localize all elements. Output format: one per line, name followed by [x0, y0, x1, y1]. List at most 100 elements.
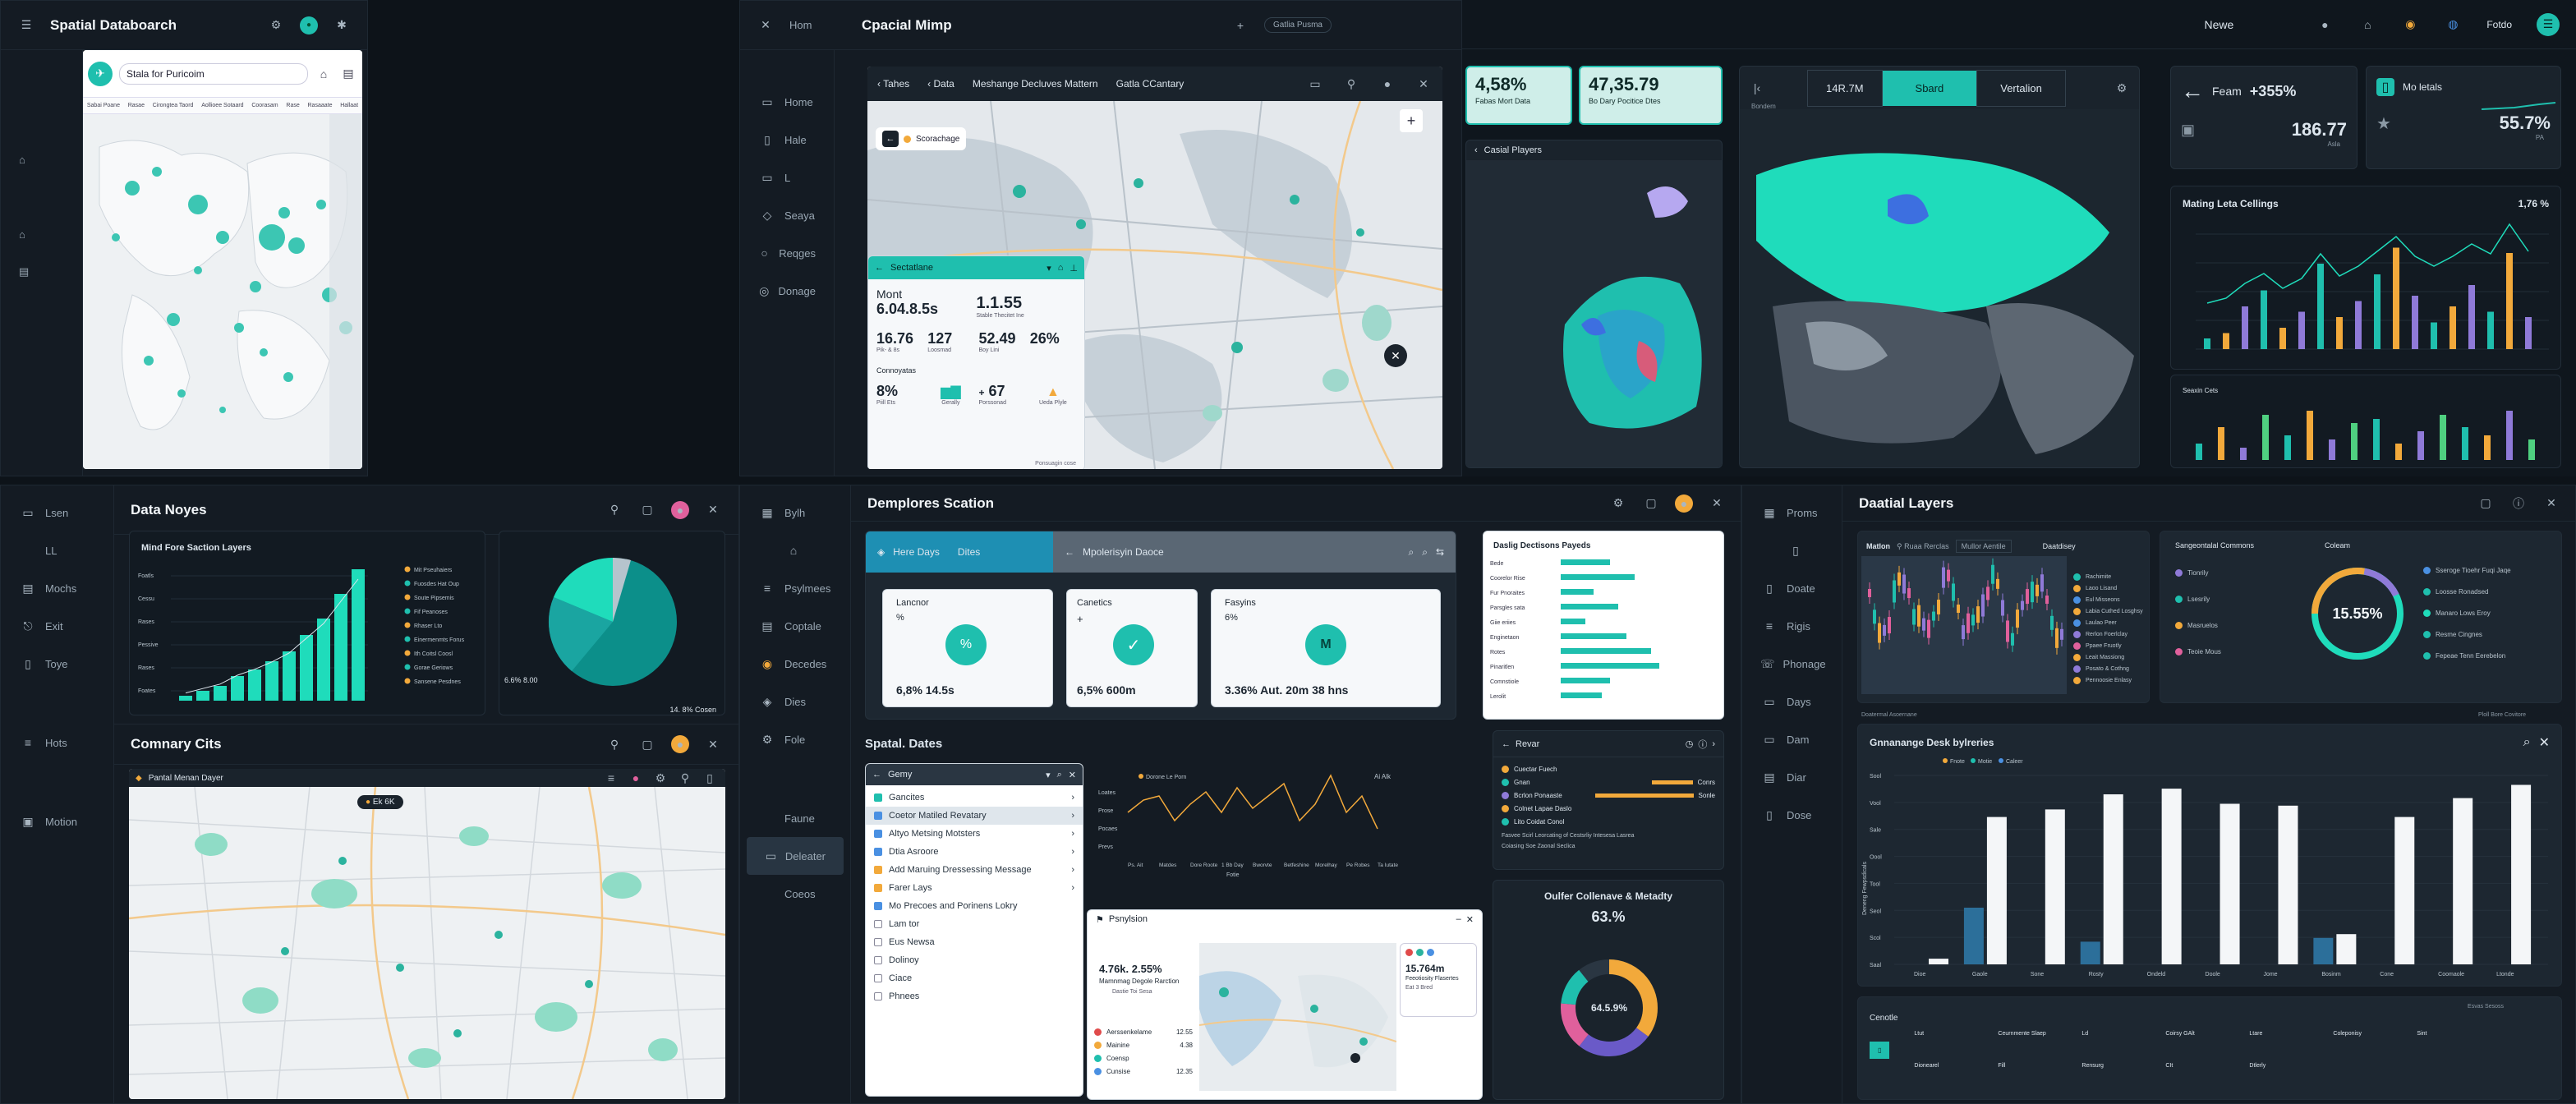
map-chip[interactable]: ● Ek 6K [357, 795, 403, 809]
zoom-in-button[interactable] [1400, 109, 1423, 132]
nav-hale[interactable]: ▯ Hale [740, 121, 834, 159]
settings-icon[interactable]: ⚙ [1612, 496, 1624, 509]
clock-icon[interactable]: ◷ [1685, 739, 1694, 749]
nav-home[interactable]: ▭ Home [740, 83, 834, 121]
user-icon[interactable]: ● [2321, 17, 2329, 31]
search-icon[interactable]: ⌕ [2523, 735, 2531, 749]
menu-item[interactable]: Farer Lays › [866, 879, 1083, 897]
nav-doate[interactable]: ▯ Doate [1742, 569, 1842, 607]
tab-here-days[interactable]: ◈ Here Days Dites [866, 531, 1053, 573]
chevron-right-icon[interactable]: › [1712, 738, 1715, 749]
switch-icon[interactable]: ⇆ [1435, 546, 1444, 558]
nav-diar[interactable]: ▤ Diar [1742, 758, 1842, 796]
nav-motion[interactable]: ▣ Motion [1, 803, 113, 840]
close-circle[interactable] [1384, 344, 1407, 367]
menu-icon[interactable]: ☰ [21, 18, 32, 31]
rank-row[interactable]: Cuectar Fuech [1502, 762, 1715, 775]
tag-button[interactable]: ▯ [1870, 1041, 1890, 1059]
tag-chip[interactable]: Gatlia Pusma [1263, 17, 1332, 33]
close-icon[interactable]: ✕ [708, 737, 718, 751]
gear-icon[interactable]: ⚙ [270, 18, 282, 31]
metric-card[interactable]: Fasyins 6% M 3.36% Aut. 20m 38 hns [1211, 589, 1441, 707]
nav-rigis[interactable]: ≡ Rigis [1742, 607, 1842, 645]
menu-item[interactable]: Lam tor [866, 915, 1083, 933]
nav-dose[interactable]: ▯ Dose [1742, 796, 1842, 834]
nav-dies[interactable]: ◈ Dies [740, 683, 850, 720]
search-icon[interactable]: ⌕ [1408, 545, 1414, 558]
toggle-14r7m[interactable]: 14R.7M [1807, 69, 1883, 107]
menu-item[interactable]: Dolinoy [866, 951, 1083, 969]
nav-donage[interactable]: ◎ Donage [740, 272, 834, 310]
nav-ll[interactable]: LL [1, 531, 113, 569]
filter-button[interactable]: Mullor Aentile [1955, 540, 2012, 553]
add-icon[interactable]: + [1236, 18, 1244, 32]
collapse-icon[interactable]: |‹ [1753, 81, 1761, 94]
pin-icon[interactable]: ⚲ [610, 503, 619, 516]
search-icon[interactable]: ⌕ [1422, 545, 1428, 558]
tab-measure[interactable]: Meshange Decluves Mattern [972, 78, 1098, 90]
metric-card[interactable]: Lancnor % % 6,8% 14.5s [882, 589, 1053, 707]
map-tab[interactable]: Rase [286, 103, 300, 108]
nav-mochs[interactable]: ▤ Mochs [1, 569, 113, 607]
nav-seaya[interactable]: ◇ Seaya [740, 196, 834, 234]
nav-l[interactable]: ▭ L [740, 159, 834, 196]
city-map-2[interactable]: ◆ Pantal Menan Dayer ≡ ● ⚙ ⚲ ▯ ● Ek 6K [129, 769, 725, 1099]
city-map[interactable]: ‹ Tahes ‹ Data Meshange Decluves Mattern… [867, 67, 1442, 469]
nav-decedes[interactable]: ◉ Decedes [740, 645, 850, 683]
map-tab[interactable]: Rasaaate [307, 103, 333, 108]
nav-deleater[interactable]: ▭ Deleater [747, 837, 844, 875]
menu-item[interactable]: Gancites › [866, 789, 1083, 807]
filter-button[interactable]: ⚲ Ruaa Rerclas [1897, 541, 1949, 550]
tab-mpolerisyin[interactable]: ← Mpolerisyin Daoce ⌕ ⌕ ⇆ [1053, 531, 1456, 573]
map-tab[interactable]: Rasae [127, 103, 145, 108]
menu-item[interactable]: Altyo Metsing Motsters › [866, 825, 1083, 843]
window-icon[interactable]: ▢ [1645, 496, 1657, 509]
rank-row[interactable]: Colnet Lapae Daslo [1502, 802, 1715, 815]
record-icon[interactable]: ● [632, 771, 640, 784]
back-icon[interactable]: ← [1502, 738, 1511, 749]
close-icon[interactable]: ✕ [1712, 496, 1722, 509]
home-icon[interactable]: ⌂ [320, 67, 328, 80]
nav-blank[interactable]: ⌂ [740, 531, 850, 569]
nav-phonage[interactable]: ☏ Phonage [1742, 645, 1842, 683]
map-tab[interactable]: Aollioee Sotaard [201, 103, 244, 108]
nav-fole[interactable]: ⚙ Fole [740, 720, 850, 758]
menu-item[interactable]: Mo Precoes and Porinens Lokry [866, 897, 1083, 915]
window-icon[interactable]: ▢ [642, 503, 653, 516]
nav-coeos[interactable]: Coeos [740, 875, 850, 913]
scorachage-chip[interactable]: ← Scorachage [876, 127, 967, 150]
nav-bylh[interactable]: ▦ Bylh [740, 494, 850, 531]
info-icon[interactable]: ⓘ [2513, 496, 2524, 510]
plane-icon[interactable]: ✈ [88, 61, 113, 86]
avatar[interactable]: ● [1675, 494, 1693, 513]
rank-row[interactable]: Gnan Conrs [1502, 775, 1715, 789]
home-icon[interactable]: ⌂ [2364, 17, 2371, 31]
home-alt-icon[interactable]: ⌂ [19, 228, 25, 241]
globe-icon[interactable]: ◍ [2448, 17, 2459, 30]
layers-icon[interactable]: ▭ [1309, 76, 1321, 90]
home-icon[interactable]: ⌂ [19, 153, 25, 166]
window-icon[interactable]: ▢ [642, 737, 653, 751]
back-icon[interactable]: ‹ [1474, 145, 1478, 155]
gear-icon[interactable]: ⚙ [2116, 80, 2128, 94]
nav-psylmees[interactable]: ≡ Psylmees [740, 569, 850, 607]
dropdown-menu[interactable]: ← Gemy ▾ ⌕ ✕ Gancites › Coetor Matiled Revatar… [865, 763, 1083, 1097]
world-map[interactable]: ✈ Stala for Puricoim ⌂ ▤ Sabai Poane Rasa… [83, 50, 362, 469]
nav-coptale[interactable]: ▤ Coptale [740, 607, 850, 645]
toggle-sbard[interactable]: Sbard [1882, 70, 1977, 106]
nav-blank[interactable]: ▯ [1742, 531, 1842, 569]
avatar[interactable]: ● [300, 16, 318, 34]
close-icon[interactable]: ✕ [2546, 496, 2556, 509]
menu-item[interactable]: Dtia Asroore › [866, 843, 1083, 861]
map-tab[interactable]: Coorasam [251, 103, 278, 108]
fire-icon[interactable]: ◉ [2405, 17, 2416, 30]
nav-proms[interactable]: ▦ Proms [1742, 494, 1842, 531]
menu-item[interactable]: Add Maruing Dressessing Message › [866, 861, 1083, 879]
back-icon[interactable]: ← [882, 131, 899, 147]
nav-dam[interactable]: ▭ Dam [1742, 720, 1842, 758]
rank-row[interactable]: Lito Coidat Conol [1502, 815, 1715, 828]
nav-faune[interactable]: Faune [740, 799, 850, 837]
tab-tahes[interactable]: ‹ Tahes [877, 78, 910, 90]
close-icon[interactable]: ✕ [708, 503, 718, 516]
search-input[interactable]: Stala for Puricoim [119, 62, 308, 85]
